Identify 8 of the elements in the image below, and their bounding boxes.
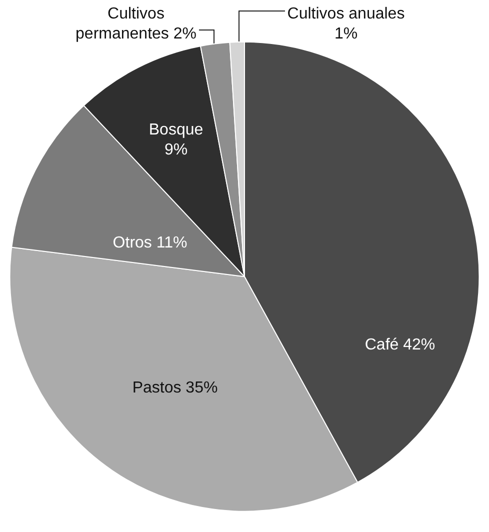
slice-label: Otros 11%: [112, 234, 188, 252]
slice-label: Cultivos anuales: [287, 6, 405, 22]
slice-label: Pastos 35%: [132, 380, 218, 396]
data-label: 1%: [334, 26, 358, 42]
slice-label: Bosque: [148, 122, 204, 138]
data-label: 9%: [164, 142, 188, 158]
slice-label: Cultivos permanentes 2%: [76, 6, 196, 42]
slice-label: Café 42%: [364, 336, 436, 354]
